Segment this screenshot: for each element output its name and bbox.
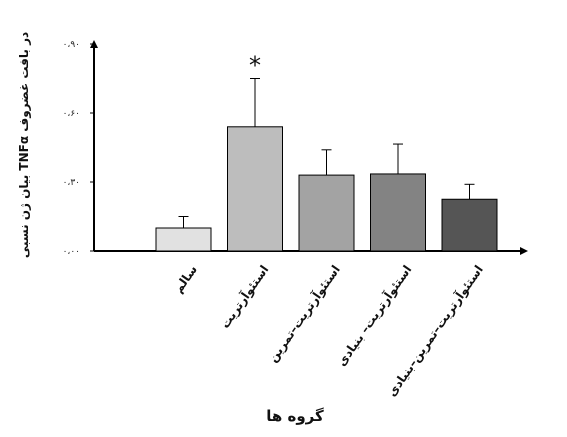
y-axis-ticks: ۰،۰۰ ۰،۳۰ ۰،۶۰ ۰،۹۰: [63, 40, 94, 257]
y-axis-label: بیان ژن نسبی TNFα در بافت غضروف: [17, 32, 32, 258]
bar: [441, 198, 498, 252]
x-axis-arrow-icon: [520, 247, 528, 255]
bars: [155, 126, 498, 252]
y-tick-label: ۰،۶۰: [63, 109, 80, 119]
significance-marks: *: [249, 52, 261, 80]
category-labels: سالم استئوآرتریتاستئوآرتریت–تمریناستئوآرت…: [171, 262, 487, 400]
bar: [227, 126, 283, 252]
y-tick-label: ۰،۳۰: [63, 178, 80, 188]
error-bars: [178, 78, 475, 228]
significance-asterisk: *: [249, 52, 261, 80]
bar: [298, 174, 355, 252]
category-label: سالم: [171, 263, 200, 296]
y-tick-label: ۰،۹۰: [63, 40, 80, 50]
x-axis-label: گروه ها: [266, 407, 324, 425]
category-label: استئوآرتریت– بنیادی: [334, 262, 416, 369]
bar: [155, 227, 212, 252]
category-label: استئوآرتریت: [217, 262, 272, 331]
category-label: استئوآرتریت–تمرین: [265, 262, 344, 365]
y-tick-label: ۰،۰۰: [63, 247, 80, 257]
bar: [370, 173, 426, 252]
